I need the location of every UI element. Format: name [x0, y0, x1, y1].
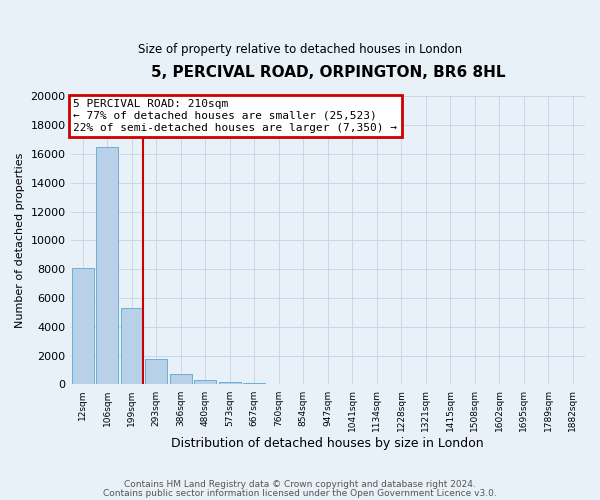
X-axis label: Distribution of detached houses by size in London: Distribution of detached houses by size … — [172, 437, 484, 450]
Bar — [121, 308, 143, 384]
Text: Contains public sector information licensed under the Open Government Licence v3: Contains public sector information licen… — [103, 488, 497, 498]
Bar — [145, 358, 167, 384]
Bar — [194, 380, 217, 384]
Text: Contains HM Land Registry data © Crown copyright and database right 2024.: Contains HM Land Registry data © Crown c… — [124, 480, 476, 489]
Text: 5 PERCIVAL ROAD: 210sqm
← 77% of detached houses are smaller (25,523)
22% of sem: 5 PERCIVAL ROAD: 210sqm ← 77% of detache… — [73, 100, 397, 132]
Title: 5, PERCIVAL ROAD, ORPINGTON, BR6 8HL: 5, PERCIVAL ROAD, ORPINGTON, BR6 8HL — [151, 65, 505, 80]
Bar — [72, 268, 94, 384]
Text: Size of property relative to detached houses in London: Size of property relative to detached ho… — [138, 42, 462, 56]
Bar — [219, 382, 241, 384]
Y-axis label: Number of detached properties: Number of detached properties — [15, 153, 25, 328]
Bar — [170, 374, 192, 384]
Bar — [96, 147, 118, 384]
